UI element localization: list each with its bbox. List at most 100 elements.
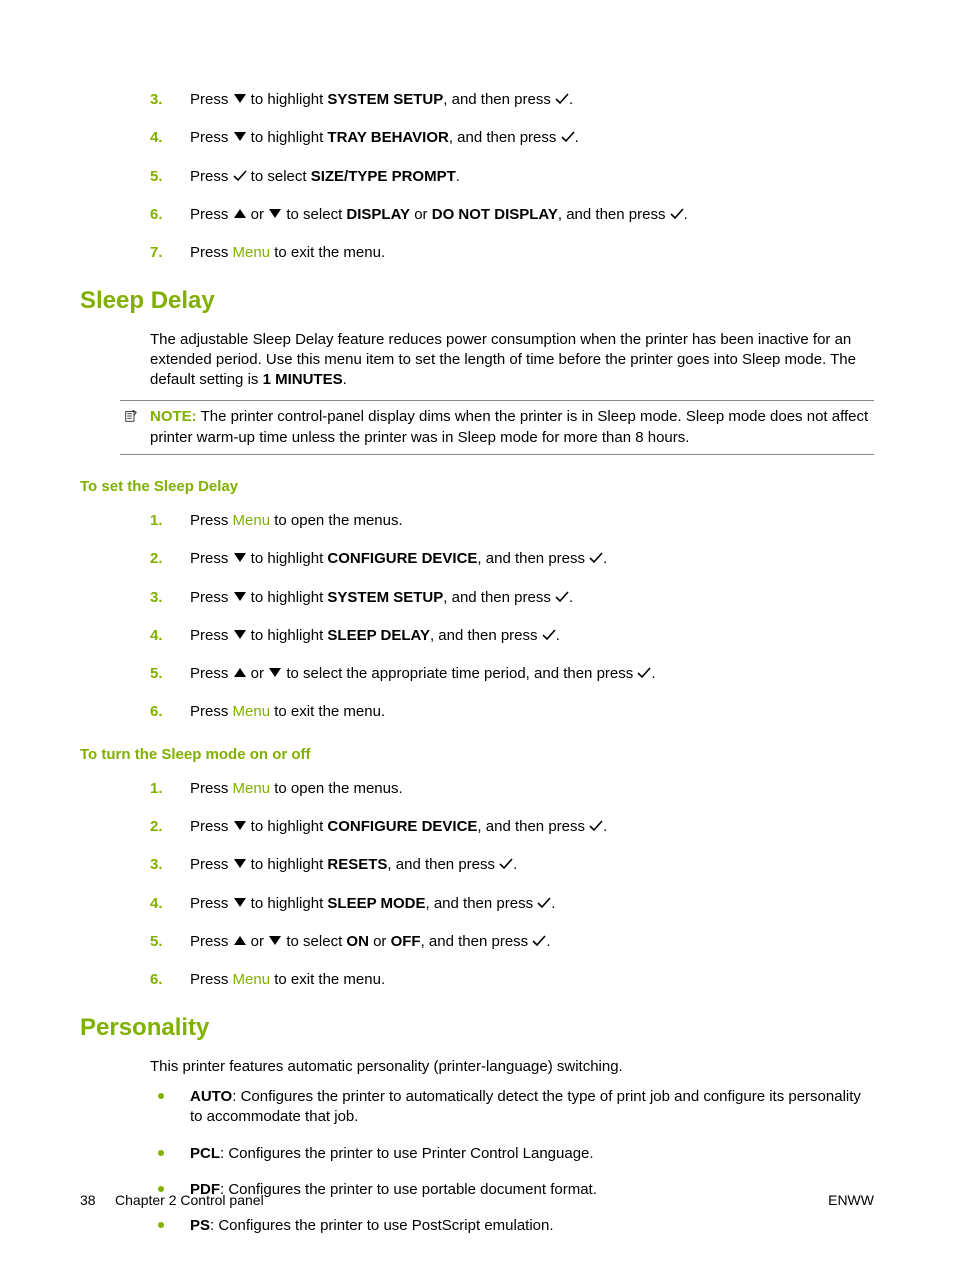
step-text: Press to select SIZE/TYPE PROMPT.: [190, 168, 460, 185]
step-number: 1.: [150, 779, 163, 799]
toggle-sleep-steps-list: 1.Press Menu to open the menus.2.Press t…: [80, 779, 874, 991]
check-icon: [561, 131, 575, 143]
set-sleep-delay-heading: To set the Sleep Delay: [80, 477, 874, 497]
step-text: Press or to select DISPLAY or DO NOT DIS…: [190, 206, 688, 223]
personality-heading: Personality: [80, 1012, 874, 1044]
footer-page: 38: [80, 1192, 96, 1208]
up-icon: [233, 667, 247, 679]
down-icon: [268, 935, 282, 947]
check-icon: [542, 629, 556, 641]
bullet-icon: [158, 1222, 164, 1228]
list-item: 3.Press to highlight SYSTEM SETUP, and t…: [150, 588, 874, 608]
sleep-delay-heading: Sleep Delay: [80, 285, 874, 317]
list-item: 6. Press Menu to exit the menu.: [150, 970, 874, 990]
check-icon: [555, 591, 569, 603]
down-icon: [233, 820, 247, 832]
footer-left: 38 Chapter 2 Control panel: [80, 1191, 264, 1210]
step-text: Press Menu to exit the menu.: [190, 703, 385, 720]
sleep-para-pre: The adjustable Sleep Delay feature reduc…: [150, 331, 856, 389]
step-number: 5.: [150, 167, 163, 187]
step-text: Press or to select ON or OFF, and then p…: [190, 933, 551, 950]
list-item: 4. Press to highlight TRAY BEHAVIOR, and …: [150, 128, 874, 148]
check-icon: [637, 667, 651, 679]
down-icon: [233, 93, 247, 105]
personality-intro: This printer features automatic personal…: [150, 1057, 874, 1077]
page-footer: 38 Chapter 2 Control panel ENWW: [80, 1191, 874, 1210]
step-number: 3.: [150, 855, 163, 875]
list-item-text: PS: Configures the printer to use PostSc…: [190, 1217, 554, 1234]
step-text: Press to highlight CONFIGURE DEVICE, and…: [190, 550, 607, 567]
check-icon: [499, 858, 513, 870]
list-item: 5. Press or to select the appropriate tim…: [150, 664, 874, 684]
up-icon: [233, 935, 247, 947]
list-item: 3.Press to highlight SYSTEM SETUP, and t…: [150, 90, 874, 110]
list-item: AUTO: Configures the printer to automati…: [150, 1087, 874, 1128]
bullet-icon: [158, 1150, 164, 1156]
bullet-icon: [158, 1093, 164, 1099]
sleep-para-bold: 1 MINUTES: [263, 371, 343, 388]
down-icon: [233, 131, 247, 143]
step-text: Press to highlight CONFIGURE DEVICE, and…: [190, 818, 607, 835]
step-text: Press Menu to open the menus.: [190, 512, 403, 529]
note-box: NOTE: The printer control-panel display …: [120, 400, 874, 455]
down-icon: [233, 897, 247, 909]
menu-keyword: Menu: [233, 512, 271, 529]
toggle-sleep-heading: To turn the Sleep mode on or off: [80, 745, 874, 765]
step-text: Press to highlight SLEEP MODE, and then …: [190, 895, 555, 912]
up-icon: [233, 208, 247, 220]
check-icon: [670, 208, 684, 220]
down-icon: [268, 667, 282, 679]
step-text: Press or to select the appropriate time …: [190, 665, 656, 682]
note-icon: [120, 407, 142, 427]
menu-keyword: Menu: [233, 780, 271, 797]
sleep-para-post: .: [343, 371, 347, 388]
list-item: 4.Press to highlight SLEEP DELAY, and th…: [150, 626, 874, 646]
step-text: Press to highlight SYSTEM SETUP, and the…: [190, 91, 573, 108]
step-text: Press Menu to open the menus.: [190, 780, 403, 797]
step-text: Press to highlight SLEEP DELAY, and then…: [190, 627, 560, 644]
list-item: 5. Press or to select ON or OFF, and then…: [150, 932, 874, 952]
list-item: 1. Press Menu to open the menus.: [150, 511, 874, 531]
down-icon: [233, 629, 247, 641]
menu-keyword: Menu: [233, 703, 271, 720]
footer-chapter: Chapter 2 Control panel: [115, 1192, 264, 1208]
intro-steps-list: 3.Press to highlight SYSTEM SETUP, and t…: [80, 90, 874, 263]
list-item: PS: Configures the printer to use PostSc…: [150, 1216, 874, 1236]
list-item: 3. Press to highlight RESETS, and then pr…: [150, 855, 874, 875]
step-number: 3.: [150, 588, 163, 608]
down-icon: [233, 552, 247, 564]
note-text: The printer control-panel display dims w…: [150, 408, 868, 445]
step-number: 4.: [150, 894, 163, 914]
down-icon: [268, 208, 282, 220]
list-item: 4. Press to highlight SLEEP MODE, and the…: [150, 894, 874, 914]
list-item: 2. Press to highlight CONFIGURE DEVICE, a…: [150, 549, 874, 569]
step-text: Press Menu to exit the menu.: [190, 244, 385, 261]
list-item-text: PCL: Configures the printer to use Print…: [190, 1145, 594, 1162]
footer-right: ENWW: [828, 1191, 874, 1210]
step-text: Press Menu to exit the menu.: [190, 971, 385, 988]
step-number: 5.: [150, 932, 163, 952]
step-number: 7.: [150, 243, 163, 263]
list-item: 6.Press or to select DISPLAY or DO NOT D…: [150, 205, 874, 225]
check-icon: [537, 897, 551, 909]
step-text: Press to highlight RESETS, and then pres…: [190, 856, 517, 873]
step-number: 4.: [150, 128, 163, 148]
step-number: 5.: [150, 664, 163, 684]
set-sleep-steps-list: 1. Press Menu to open the menus. 2. Press t…: [80, 511, 874, 723]
down-icon: [233, 591, 247, 603]
check-icon: [555, 93, 569, 105]
step-number: 6.: [150, 702, 163, 722]
step-text: Press to highlight TRAY BEHAVIOR, and th…: [190, 129, 579, 146]
step-number: 1.: [150, 511, 163, 531]
list-item: 1. Press Menu to open the menus.: [150, 779, 874, 799]
list-item: 5. Press to select SIZE/TYPE PROMPT.: [150, 167, 874, 187]
sleep-delay-paragraph: The adjustable Sleep Delay feature reduc…: [150, 330, 874, 391]
check-icon: [532, 935, 546, 947]
step-number: 6.: [150, 970, 163, 990]
list-item-text: AUTO: Configures the printer to automati…: [190, 1088, 861, 1125]
check-icon: [589, 820, 603, 832]
menu-keyword: Menu: [233, 244, 271, 261]
list-item: 6. Press Menu to exit the menu.: [150, 702, 874, 722]
step-number: 2.: [150, 549, 163, 569]
note-label: NOTE:: [150, 408, 197, 425]
